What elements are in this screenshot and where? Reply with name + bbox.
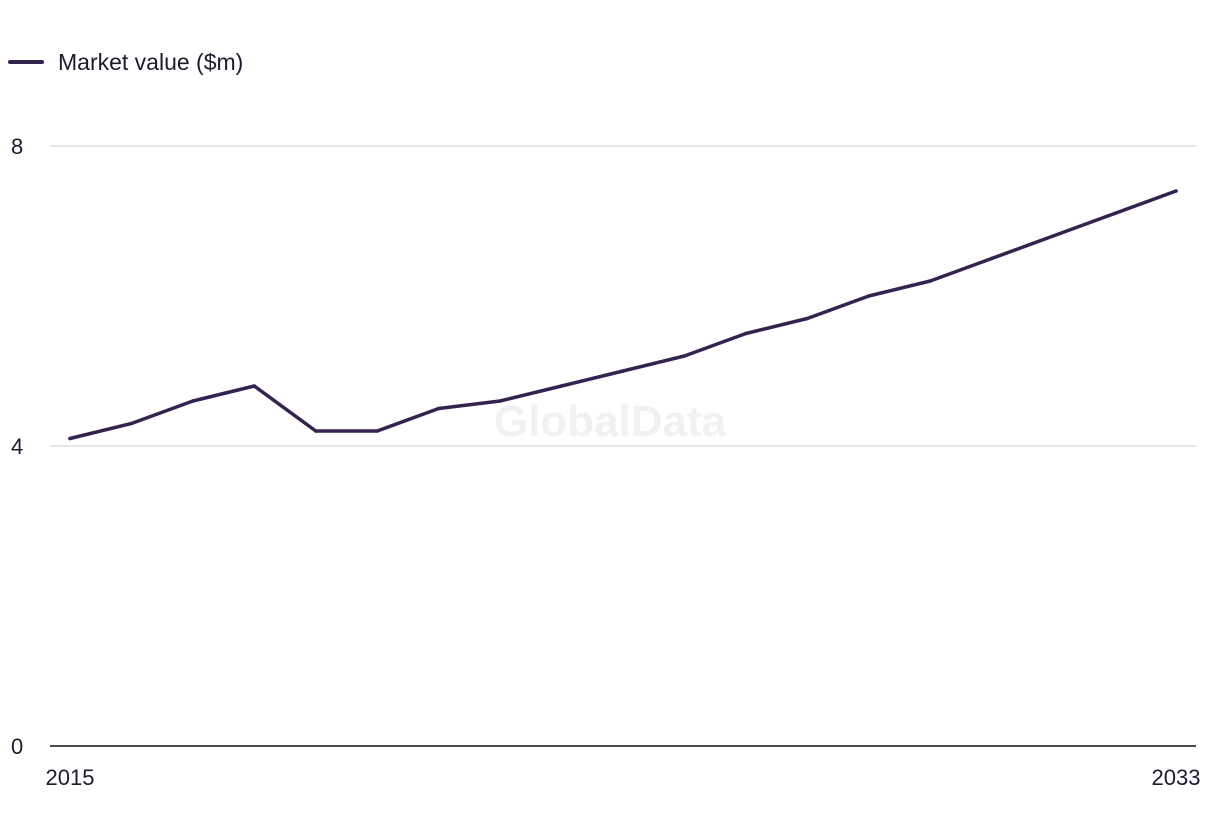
data-point-2032 xyxy=(1112,211,1117,216)
data-point-2027 xyxy=(805,316,810,321)
data-point-2023 xyxy=(559,384,564,388)
data-point-2030 xyxy=(989,256,994,261)
data-point-2017 xyxy=(191,399,195,403)
data-point-2031 xyxy=(1051,234,1055,238)
data-point-2025 xyxy=(682,354,687,358)
data-point-2015 xyxy=(68,436,72,441)
data-point-2020 xyxy=(375,429,379,433)
legend-label-market-value: Market value ($m) xyxy=(58,49,243,75)
legend: Market value ($m) xyxy=(8,49,243,75)
data-point-2024 xyxy=(621,369,625,373)
watermark: GlobalData xyxy=(494,397,727,446)
data-point-2018 xyxy=(252,384,257,388)
y-tick-label-4: 4 xyxy=(11,434,23,459)
y-tick-label-8: 8 xyxy=(11,134,23,159)
data-point-2029 xyxy=(928,279,932,283)
x-axis-labels: 2015 2033 xyxy=(46,765,1201,790)
gridlines xyxy=(50,145,1196,747)
data-point-2019 xyxy=(314,429,318,433)
y-axis-labels: 0 4 8 xyxy=(11,134,23,759)
series-group xyxy=(68,189,1178,441)
x-tick-label-2015: 2015 xyxy=(46,765,95,790)
y-tick-label-0: 0 xyxy=(11,734,23,759)
data-point-2026 xyxy=(744,331,748,336)
data-point-2016 xyxy=(129,421,134,426)
data-point-2028 xyxy=(867,294,871,298)
data-point-2021 xyxy=(436,406,441,411)
x-tick-label-2033: 2033 xyxy=(1152,765,1201,790)
data-point-2033 xyxy=(1174,189,1178,193)
data-point-2022 xyxy=(498,399,502,403)
